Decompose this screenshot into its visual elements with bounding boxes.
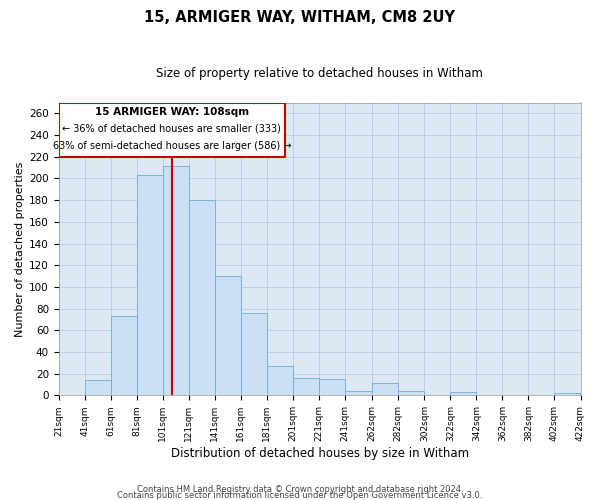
Text: Contains HM Land Registry data © Crown copyright and database right 2024.: Contains HM Land Registry data © Crown c…: [137, 484, 463, 494]
FancyBboxPatch shape: [59, 102, 285, 156]
Bar: [293, 378, 319, 396]
Bar: [372, 384, 398, 396]
Bar: [345, 391, 372, 396]
Y-axis label: Number of detached properties: Number of detached properties: [15, 161, 25, 336]
Bar: [110, 316, 137, 396]
Text: 15 ARMIGER WAY: 108sqm: 15 ARMIGER WAY: 108sqm: [95, 108, 249, 118]
Bar: [215, 276, 241, 396]
Text: ← 36% of detached houses are smaller (333): ← 36% of detached houses are smaller (33…: [62, 124, 281, 134]
Text: Contains public sector information licensed under the Open Government Licence v3: Contains public sector information licen…: [118, 491, 482, 500]
Text: 15, ARMIGER WAY, WITHAM, CM8 2UY: 15, ARMIGER WAY, WITHAM, CM8 2UY: [145, 10, 455, 25]
X-axis label: Distribution of detached houses by size in Witham: Distribution of detached houses by size …: [170, 447, 469, 460]
Bar: [267, 366, 293, 396]
Bar: [137, 175, 163, 396]
Title: Size of property relative to detached houses in Witham: Size of property relative to detached ho…: [156, 68, 483, 80]
Bar: [85, 380, 110, 396]
Bar: [189, 200, 215, 396]
Bar: [398, 391, 424, 396]
Bar: [554, 393, 580, 396]
Text: 63% of semi-detached houses are larger (586) →: 63% of semi-detached houses are larger (…: [53, 141, 291, 151]
Bar: [319, 379, 345, 396]
Bar: [163, 166, 189, 396]
Bar: [451, 392, 476, 396]
Bar: [241, 313, 267, 396]
